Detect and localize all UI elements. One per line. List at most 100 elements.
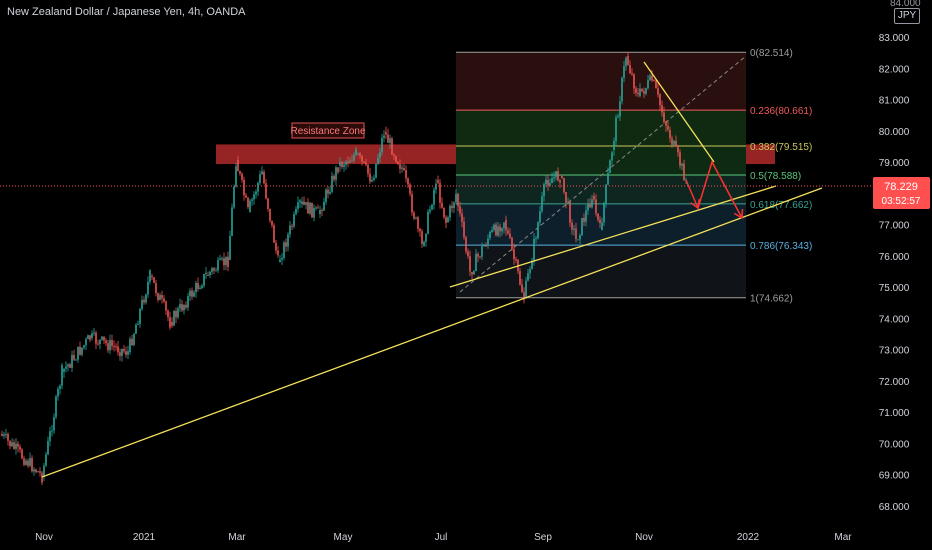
candle-body xyxy=(313,207,315,218)
candle-body xyxy=(509,233,511,238)
candle-body xyxy=(59,385,61,389)
candle-body xyxy=(521,284,523,293)
candle-body xyxy=(505,220,507,231)
candle-body xyxy=(655,80,657,89)
candle-body xyxy=(291,225,293,227)
candle-body xyxy=(669,130,671,139)
candle-body xyxy=(311,202,313,218)
candle-body xyxy=(375,163,377,178)
candle-body xyxy=(49,431,51,442)
candle-body xyxy=(287,234,289,247)
current-price-tag: 78.229 03:52:57 xyxy=(873,177,930,209)
candle-body xyxy=(121,348,123,356)
y-tick-label: 80.000 xyxy=(879,127,910,138)
y-tick-label: 70.000 xyxy=(879,439,910,450)
candle-body xyxy=(643,91,645,94)
candle-body xyxy=(421,231,423,244)
candle-body xyxy=(281,257,283,260)
candle-body xyxy=(513,249,515,260)
candle-body xyxy=(683,163,685,181)
candle-body xyxy=(27,460,29,466)
candle-body xyxy=(85,339,87,346)
candle-body xyxy=(477,253,479,257)
candle-body xyxy=(199,287,201,289)
candle-body xyxy=(305,202,307,205)
candle-body xyxy=(205,272,207,275)
candle-body xyxy=(417,217,419,229)
candle-body xyxy=(481,246,483,257)
candle-body xyxy=(675,140,677,146)
candle-body xyxy=(551,178,553,184)
trendline[interactable] xyxy=(643,61,715,163)
currency-badge[interactable]: JPY xyxy=(894,8,920,24)
candle-body xyxy=(231,207,233,236)
candle-body xyxy=(243,179,245,196)
candle-body xyxy=(453,202,455,209)
candle-body xyxy=(483,245,485,247)
candle-body xyxy=(363,161,365,163)
candle-body xyxy=(347,161,349,163)
y-tick-label: 83.000 xyxy=(879,33,910,44)
candle-body xyxy=(625,57,627,67)
candle-body xyxy=(507,230,509,234)
candle-body xyxy=(11,442,13,447)
price-axis[interactable]: 68.000 69.000 70.000 71.000 72.000 73.000 74.0… xyxy=(879,33,910,513)
candle-body xyxy=(555,171,557,178)
candle-body xyxy=(207,275,209,276)
trendline[interactable] xyxy=(449,185,777,288)
candle-body xyxy=(259,174,261,183)
candle-body xyxy=(387,134,389,143)
candle-body xyxy=(681,163,683,166)
trendlines[interactable] xyxy=(41,61,823,478)
candle-body xyxy=(527,273,529,281)
candle-body xyxy=(519,271,521,285)
candle-body xyxy=(637,93,639,95)
candle-body xyxy=(265,183,267,199)
x-tick-label: Nov xyxy=(635,532,653,543)
candle-body xyxy=(633,74,635,89)
y-tick-label: 71.000 xyxy=(879,408,910,419)
candle-body xyxy=(157,293,159,301)
projection-arrows[interactable] xyxy=(685,160,744,220)
x-tick-label: Mar xyxy=(228,532,246,543)
candle-body xyxy=(665,122,667,126)
candle-body xyxy=(553,177,555,179)
candle-body xyxy=(531,260,533,270)
candle-body xyxy=(245,195,247,198)
candle-body xyxy=(225,256,227,266)
candle-body xyxy=(215,270,217,272)
x-tick-label: Mar xyxy=(834,532,852,543)
candle-body xyxy=(607,173,609,185)
candle-body xyxy=(631,73,633,75)
candle-body xyxy=(615,117,617,141)
candle-body xyxy=(179,304,181,309)
candle-body xyxy=(431,204,433,210)
candle-body xyxy=(3,434,5,436)
candle-body xyxy=(33,469,35,472)
candle-body xyxy=(511,237,513,250)
candle-body xyxy=(35,469,37,473)
candle-body xyxy=(575,228,577,239)
candle-body xyxy=(331,175,333,192)
candle-body xyxy=(257,182,259,192)
candle-body xyxy=(395,156,397,162)
time-axis[interactable]: Nov 2021 Mar May Jul Sep Nov 2022 Mar xyxy=(35,532,852,543)
candle-body xyxy=(403,168,405,171)
candle-body xyxy=(75,359,77,361)
candle-body xyxy=(673,140,675,145)
candle-body xyxy=(255,191,257,195)
candle-body xyxy=(91,333,93,338)
trendline[interactable] xyxy=(41,187,823,478)
candle-body xyxy=(67,364,69,367)
candle-body xyxy=(457,194,459,207)
candle-body xyxy=(361,155,363,162)
candle-body xyxy=(547,180,549,186)
candle-body xyxy=(125,351,127,355)
fib-band xyxy=(456,52,746,111)
candle-body xyxy=(627,56,629,65)
candle-body xyxy=(19,446,21,450)
candle-body xyxy=(275,242,277,251)
candle-body xyxy=(355,149,357,155)
candle-body xyxy=(443,207,445,218)
